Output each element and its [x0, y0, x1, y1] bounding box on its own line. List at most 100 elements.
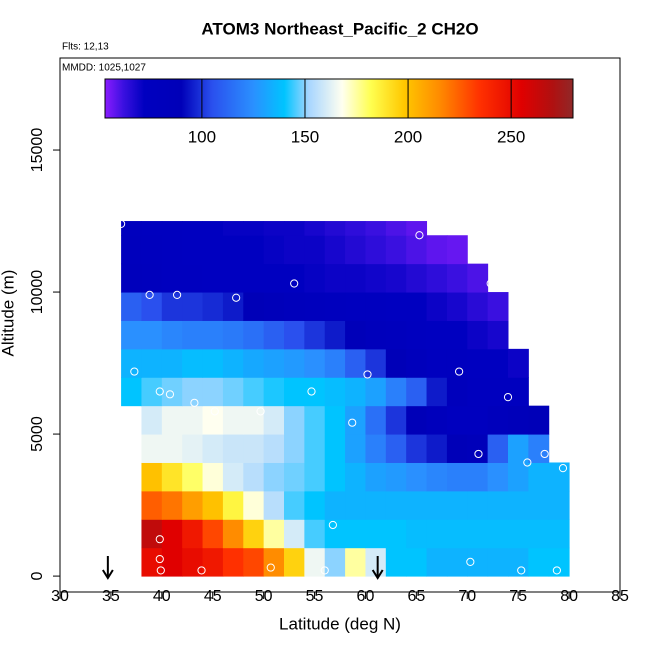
heat-cell — [406, 263, 428, 293]
heat-cell — [406, 490, 428, 520]
heat-cell — [141, 221, 163, 236]
heat-cell — [508, 519, 529, 549]
heat-cell — [385, 235, 407, 265]
heat-cell — [284, 320, 305, 350]
y-tick-label: 15000 — [29, 128, 46, 173]
heat-cell — [467, 263, 489, 293]
heat-cell — [365, 292, 387, 321]
heat-cell — [263, 490, 285, 520]
colorbar-tick-label: 150 — [291, 127, 319, 146]
heat-cell — [161, 221, 183, 236]
heat-cell — [528, 462, 550, 492]
heat-cell — [263, 235, 285, 265]
heat-cell — [202, 434, 224, 463]
heat-cell — [406, 519, 428, 549]
heat-cell — [222, 320, 244, 350]
heat-cell — [284, 377, 305, 407]
heat-cell — [365, 434, 387, 463]
heat-cell — [263, 320, 285, 350]
heat-cell — [365, 462, 387, 492]
heat-cell — [243, 490, 265, 520]
heat-cell — [202, 292, 224, 321]
heat-cell — [304, 490, 326, 520]
heat-cell — [446, 462, 468, 492]
heat-cell — [528, 490, 550, 520]
sample-point — [363, 370, 372, 379]
heat-cell — [222, 221, 244, 236]
heat-cell — [446, 320, 468, 350]
heat-cell — [324, 405, 346, 435]
heat-cell — [345, 263, 366, 293]
heat-cell — [508, 348, 529, 378]
heat-cell — [304, 519, 326, 549]
sample-point — [523, 458, 532, 467]
heat-cell — [426, 377, 448, 407]
heat-cell — [161, 490, 183, 520]
heat-cell — [304, 405, 326, 435]
heat-cell — [528, 547, 550, 577]
x-tick-label: 40 — [153, 588, 171, 605]
sample-point — [156, 566, 165, 575]
heat-cell — [161, 519, 183, 549]
heat-cell — [406, 462, 428, 492]
annotation: Flts: 12,13 — [62, 42, 109, 53]
sample-point — [232, 293, 241, 302]
heat-cell — [243, 377, 265, 407]
sample-point — [155, 535, 164, 544]
sample-point — [165, 390, 175, 399]
heat-cell — [284, 235, 305, 265]
heat-cell — [528, 519, 550, 549]
heat-cell — [304, 221, 326, 236]
heat-cell — [161, 292, 183, 321]
heat-cell — [161, 320, 183, 350]
heat-cell — [385, 547, 407, 577]
heat-cell — [385, 519, 407, 549]
heat-cell — [385, 263, 407, 293]
heat-cell — [548, 490, 570, 520]
heat-cell — [284, 462, 305, 492]
heat-cell — [222, 547, 244, 577]
heat-cell — [222, 519, 244, 549]
heat-cell — [284, 292, 305, 321]
sample-point — [540, 449, 549, 459]
heat-cell — [202, 320, 224, 350]
heat-cell — [182, 235, 204, 265]
heat-cell — [243, 462, 265, 492]
heat-cell — [324, 434, 346, 463]
heat-cell — [446, 519, 468, 549]
heat-cell — [222, 263, 244, 293]
heat-cell — [426, 519, 448, 549]
heat-cell — [426, 320, 448, 350]
heat-cell — [243, 519, 265, 549]
heat-cell — [365, 405, 387, 435]
heat-cell — [324, 490, 346, 520]
heat-cell — [548, 547, 570, 577]
heat-cell — [324, 377, 346, 407]
heat-cell — [304, 462, 326, 492]
colorbar-tick-label: 250 — [497, 127, 525, 146]
heat-cell — [467, 348, 489, 378]
heat-cell — [222, 292, 244, 321]
heat-cell — [406, 235, 428, 265]
y-tick-label: 0 — [29, 572, 46, 581]
sample-point — [116, 219, 126, 228]
heat-cell — [243, 434, 265, 463]
sample-point — [348, 418, 357, 427]
sample-point — [532, 361, 541, 371]
heat-cell — [141, 235, 163, 265]
heat-cell — [324, 547, 346, 577]
heat-cell — [508, 547, 529, 577]
heat-cell — [182, 490, 204, 520]
heat-cell — [487, 547, 509, 577]
heat-cell — [222, 235, 244, 265]
heat-cell — [243, 405, 265, 435]
x-tick-label: 30 — [51, 588, 69, 605]
heat-cell — [141, 462, 163, 492]
heat-cell — [243, 547, 265, 577]
heat-cell — [426, 547, 448, 577]
heat-cell — [263, 519, 285, 549]
heat-cell — [141, 377, 163, 407]
heat-cell — [365, 519, 387, 549]
heat-cell — [467, 519, 489, 549]
